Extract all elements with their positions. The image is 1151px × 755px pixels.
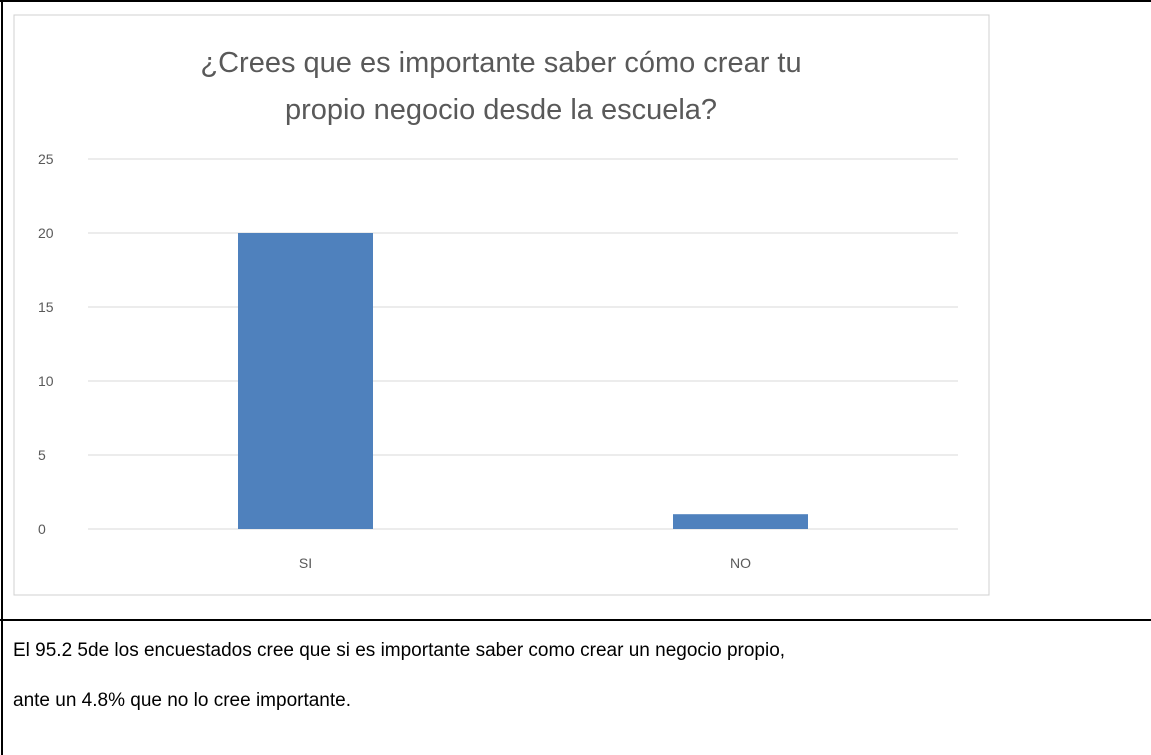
x-axis-ticks: SI NO (299, 555, 751, 571)
y-tick-label: 5 (38, 447, 46, 463)
bar-chart: ¿Crees que es importante saber cómo crea… (38, 47, 958, 571)
caption-line-2: ante un 4.8% que no lo cree importante. (13, 690, 352, 711)
y-axis-ticks: 0 5 10 15 20 25 (38, 151, 54, 537)
y-tick-label: 0 (38, 521, 46, 537)
chart-title-line-1: ¿Crees que es importante saber cómo crea… (200, 47, 801, 79)
chart-title-line-2: propio negocio desde la escuela? (285, 94, 717, 126)
y-tick-label: 10 (38, 373, 54, 389)
y-tick-label: 15 (38, 299, 54, 315)
bar-no (673, 514, 808, 529)
x-tick-label-no: NO (730, 555, 751, 571)
bars (238, 233, 808, 529)
x-tick-label-si: SI (299, 555, 312, 571)
caption-line-1: El 95.2 5de los encuestados cree que si … (13, 640, 786, 661)
y-tick-label: 25 (38, 151, 54, 167)
chart-area-border (13, 14, 990, 596)
bar-si (238, 233, 373, 529)
gridlines (88, 158, 958, 530)
y-tick-label: 20 (38, 225, 54, 241)
